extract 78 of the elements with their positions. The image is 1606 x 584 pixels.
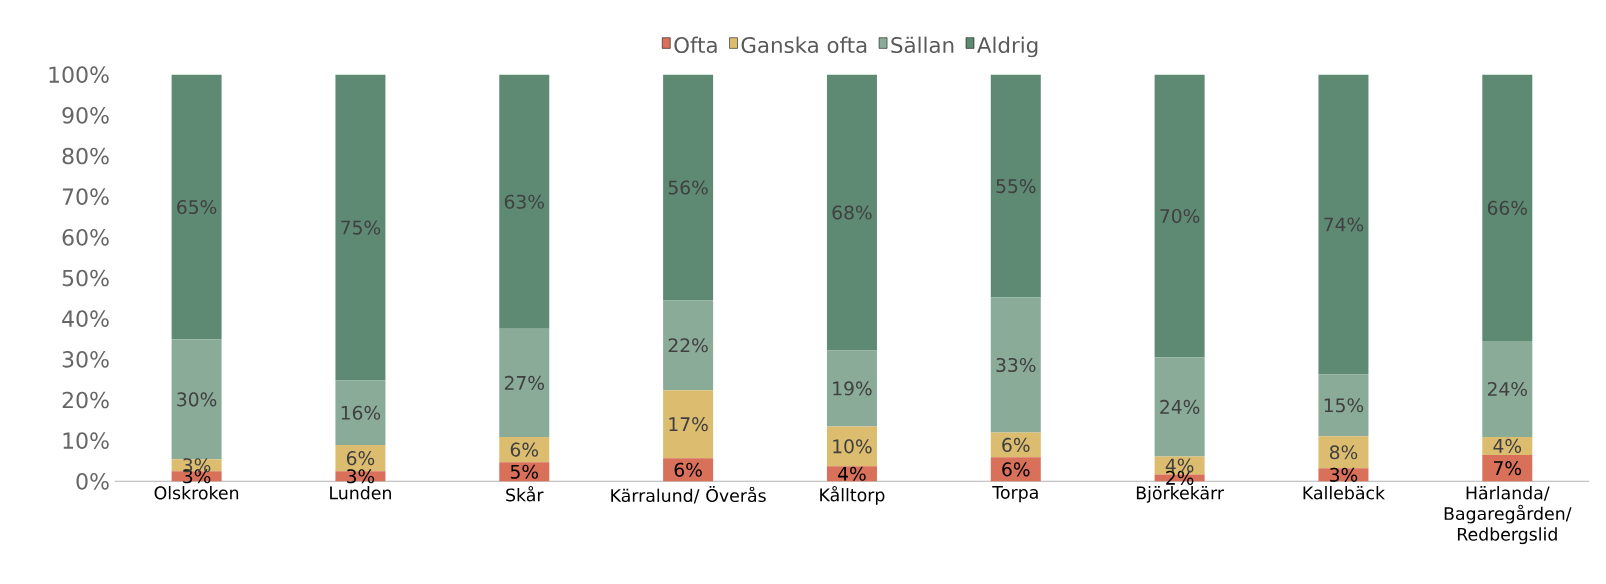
y-tick-label: 10% [63, 432, 109, 449]
data-label: 3% [347, 469, 375, 484]
data-label: 7% [1494, 461, 1522, 476]
bar [335, 380, 386, 446]
y-tick-label: 100% [49, 66, 109, 83]
data-label: 16% [341, 405, 381, 420]
data-label: 19% [833, 381, 872, 396]
data-label: 24% [1160, 399, 1200, 414]
data-label: 15% [1324, 398, 1364, 413]
data-label: 5% [510, 464, 539, 479]
bar [499, 74, 550, 329]
y-tick-label: 30% [62, 351, 109, 368]
bar [663, 74, 714, 301]
bar [1318, 436, 1369, 469]
bar [826, 350, 877, 427]
bar [1482, 74, 1533, 342]
data-label: 6% [674, 462, 702, 477]
data-label: 65% [177, 199, 217, 215]
data-label: 6% [1002, 437, 1030, 452]
y-tick-label: 50% [62, 269, 109, 287]
data-label: 74% [1324, 217, 1364, 232]
bar [826, 74, 877, 351]
legend-label: Ofta [674, 36, 717, 54]
bar [171, 339, 222, 460]
data-label: 24% [1487, 381, 1528, 397]
legend-label: Ganska ofta [741, 36, 867, 54]
data-label: 27% [504, 375, 544, 390]
bar [499, 328, 550, 437]
x-tick-label: Skår [506, 486, 544, 502]
x-tick-label: Kärralund/ Överås [611, 486, 766, 504]
data-label: 75% [341, 220, 381, 235]
bar [826, 426, 877, 467]
legend-label: Sällan [891, 36, 954, 54]
data-label: 33% [996, 357, 1036, 373]
data-label: 22% [668, 338, 708, 353]
data-label: 63% [504, 194, 544, 209]
y-tick-label: 60% [62, 229, 109, 246]
data-label: 6% [1002, 462, 1030, 477]
bar [1154, 74, 1205, 358]
bar [990, 74, 1041, 298]
data-label: 66% [1487, 200, 1528, 215]
data-label: 6% [510, 442, 539, 457]
data-label: 70% [1160, 208, 1200, 224]
y-tick-label: 40% [62, 310, 109, 327]
data-label: 30% [177, 392, 217, 407]
bar [1318, 74, 1369, 375]
data-label: 55% [996, 179, 1036, 194]
bar [1482, 341, 1533, 437]
bar [1482, 454, 1533, 482]
data-label: 6% [346, 451, 375, 466]
x-tick-label: Kallebäck [1303, 486, 1386, 500]
bar [1318, 374, 1369, 437]
data-label: 4% [838, 466, 866, 481]
data-label: 17% [669, 417, 708, 432]
y-tick-label: 80% [62, 147, 109, 165]
data-label: 10% [833, 439, 872, 454]
data-label: 4% [1493, 438, 1522, 454]
x-tick-label: Olskroken [154, 486, 239, 500]
bar [990, 297, 1041, 433]
x-tick-label: Lunden [330, 486, 391, 500]
data-label: 56% [668, 180, 708, 195]
data-label: 68% [832, 205, 872, 220]
x-tick-label: Härlanda/ Bagaregården/ Redbergslid [1444, 486, 1572, 545]
bar [1154, 357, 1205, 457]
legend-label: Aldrig [977, 36, 1038, 58]
bar [335, 74, 386, 381]
x-tick-label: Kålltorp [820, 486, 885, 505]
x-tick-label: Torpa [992, 486, 1038, 503]
y-tick-label: 70% [62, 188, 109, 205]
bar [171, 74, 222, 340]
data-label: 3% [1330, 467, 1358, 482]
y-tick-label: 90% [62, 107, 109, 124]
bar [663, 390, 714, 459]
x-tick-label: Björkekärr [1136, 486, 1225, 503]
data-label: 8% [1329, 445, 1358, 460]
y-tick-label: 20% [62, 391, 109, 409]
y-tick-label: 0% [76, 473, 109, 490]
bar [663, 300, 714, 391]
